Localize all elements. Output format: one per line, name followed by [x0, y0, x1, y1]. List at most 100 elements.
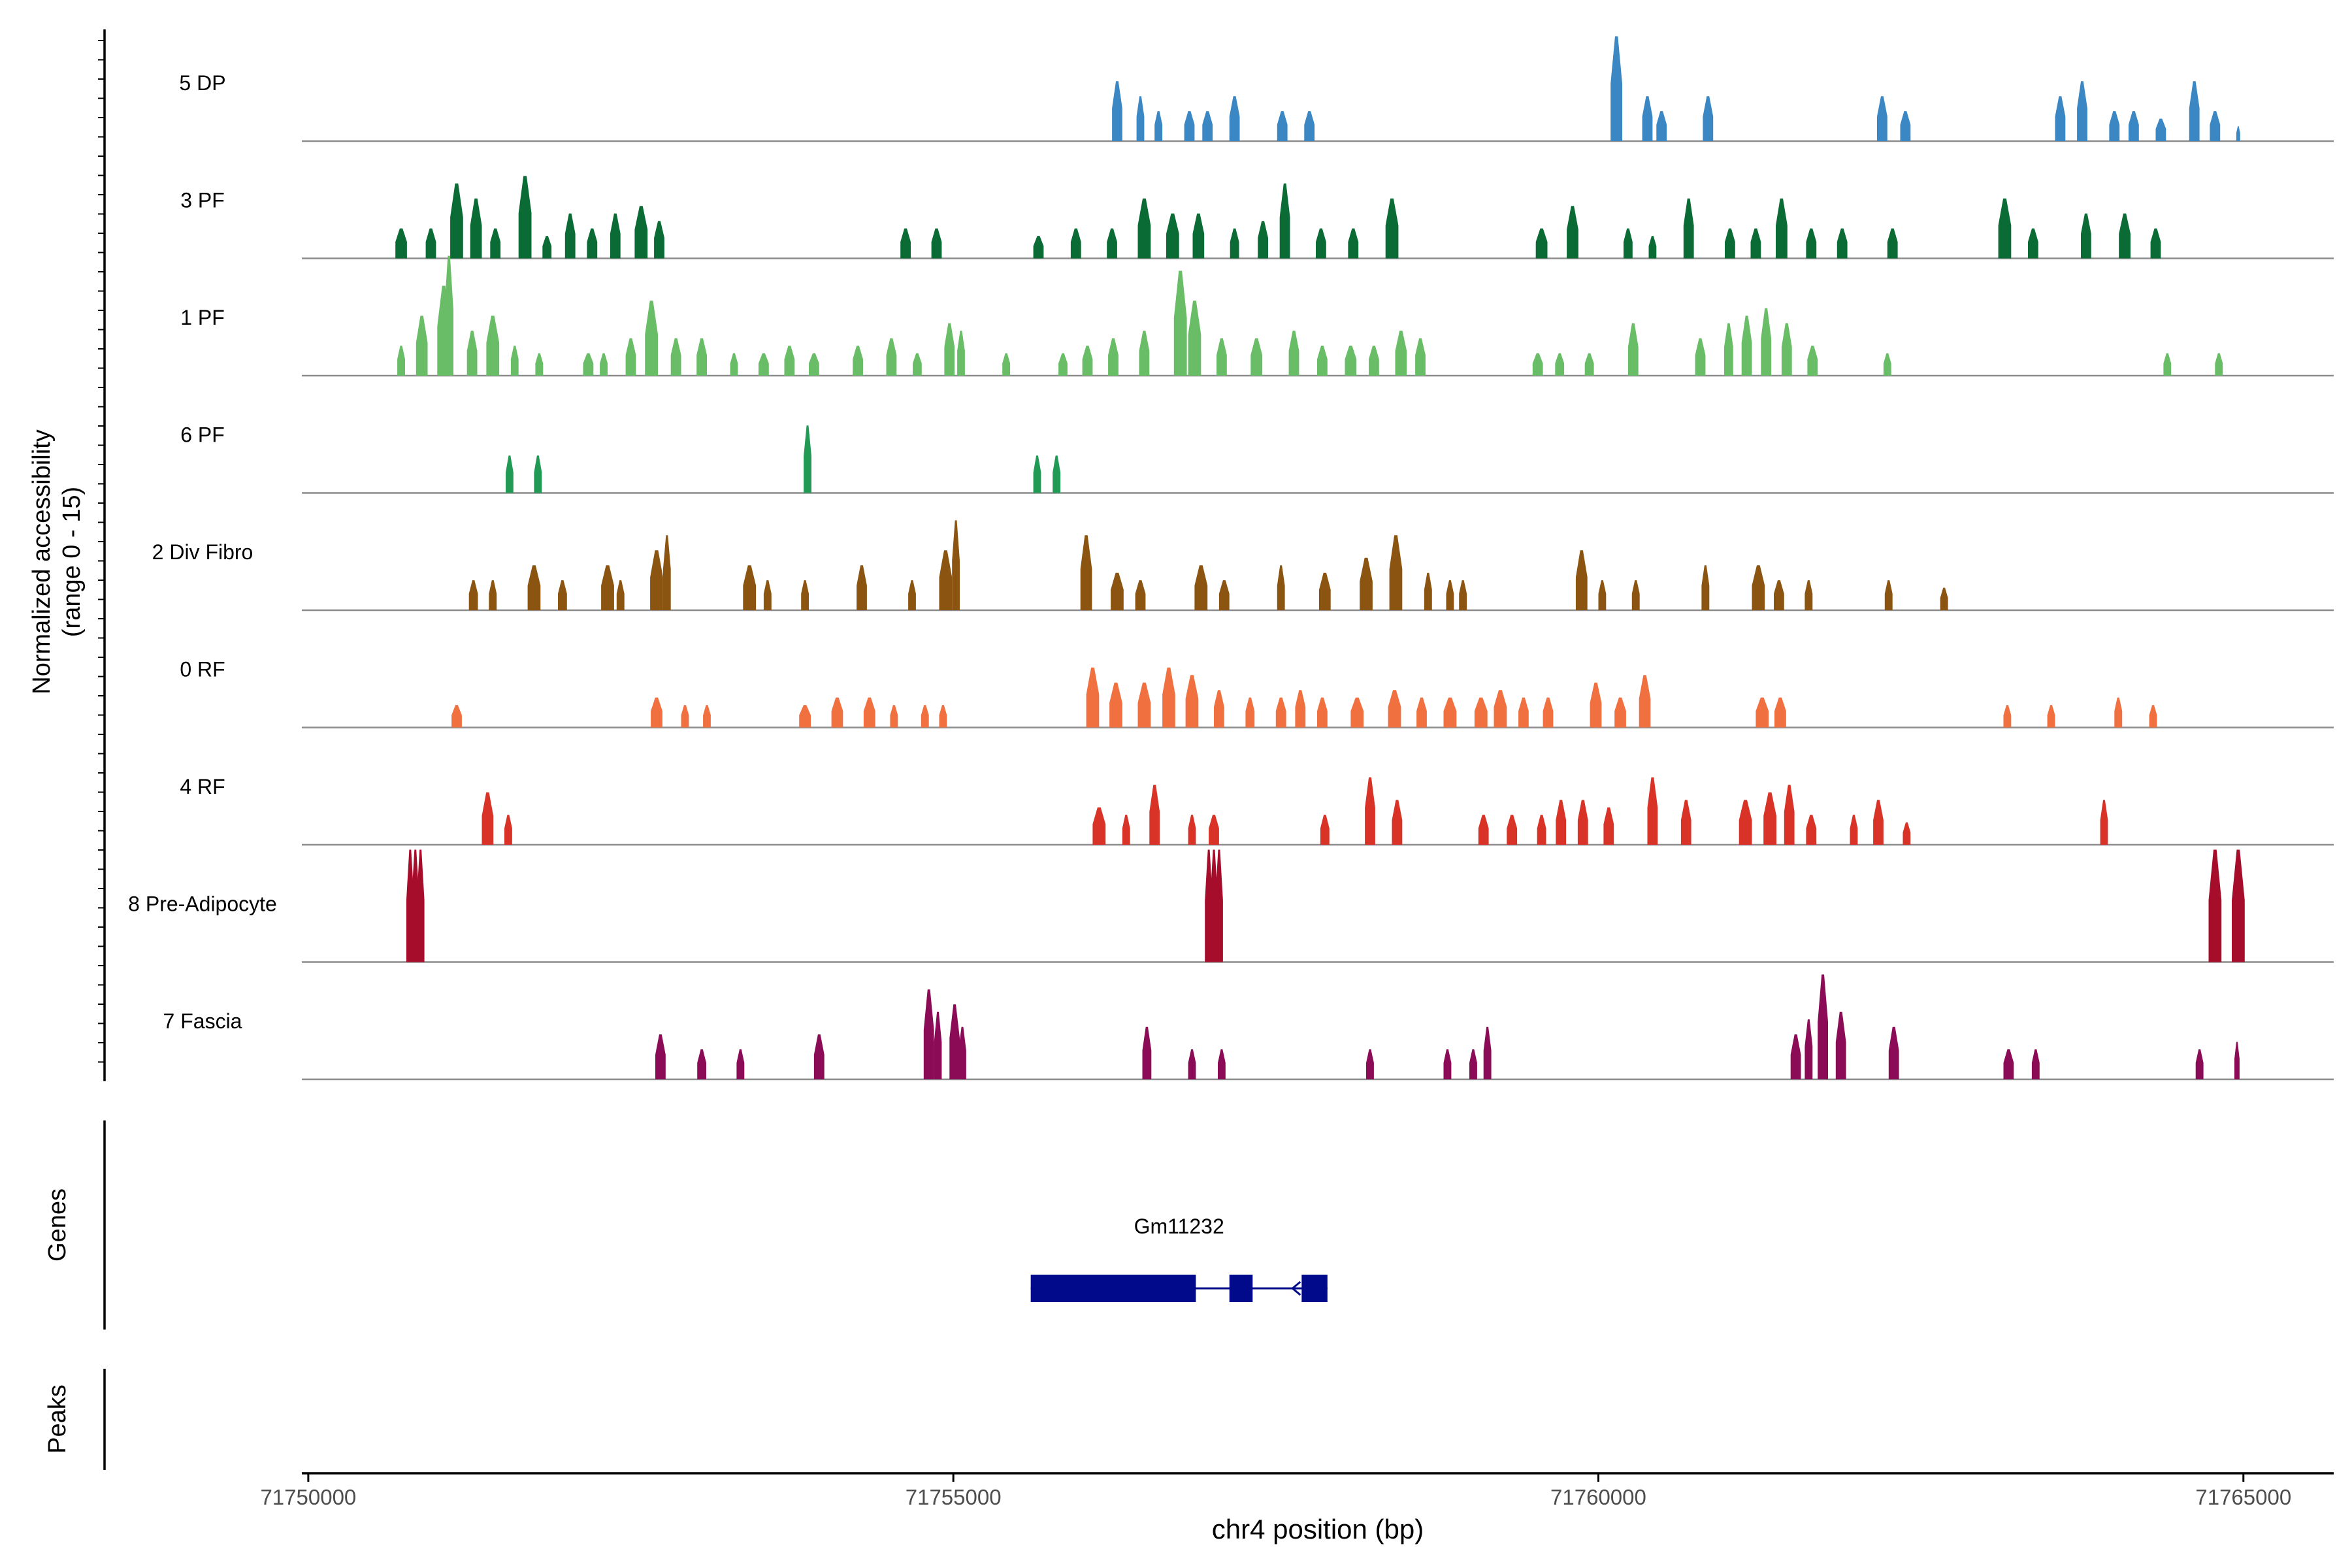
track-label: 6 PF	[180, 423, 225, 447]
coverage-peak	[1888, 1026, 1899, 1079]
coverage-peak	[1107, 228, 1117, 259]
coverage-peak	[1739, 800, 1752, 845]
coverage-peak	[1316, 228, 1326, 259]
coverage-peak	[490, 228, 501, 259]
coverage-peak	[1369, 346, 1379, 376]
coverage-peak	[2077, 81, 2087, 141]
coverage-peak	[451, 705, 462, 728]
track-5-dp: 5 DP	[179, 36, 2334, 142]
coverage-peak	[736, 1049, 745, 1079]
coverage-peak	[958, 1026, 966, 1079]
coverage-peak	[2215, 353, 2223, 376]
coverage-peak	[466, 331, 478, 376]
coverage-peak	[2100, 800, 2108, 845]
coverage-peak	[759, 353, 769, 376]
coverage-peak	[931, 228, 942, 259]
coverage-peak	[952, 520, 960, 610]
coverage-peak	[1139, 331, 1150, 376]
coverage-peak	[670, 338, 681, 376]
coverage-peak	[831, 697, 843, 728]
x-tick-label: 71765000	[2195, 1485, 2291, 1509]
coverage-peak	[1763, 792, 1776, 845]
x-tick-label: 71760000	[1550, 1485, 1646, 1509]
coverage-peak	[1135, 580, 1146, 610]
coverage-peak	[2189, 81, 2200, 141]
x-axis: 71750000 71755000 71760000 71765000 chr4 po…	[260, 1472, 2334, 1544]
coverage-peak	[1033, 455, 1041, 493]
coverage-peak	[1217, 338, 1227, 376]
coverage-peak	[1883, 353, 1891, 376]
coverage-peak	[1835, 1011, 1846, 1079]
coverage-peak	[1507, 815, 1518, 845]
coverage-peak	[908, 580, 916, 610]
coverage-peak	[1137, 682, 1151, 728]
coverage-peak	[486, 316, 500, 376]
coverage-peak	[1575, 550, 1588, 610]
peaks-panel: Peaks	[44, 1369, 106, 1470]
coverage-peak	[1277, 565, 1285, 610]
coverage-peak	[1648, 236, 1657, 259]
coverage-peak	[2003, 1049, 2014, 1079]
coverage-peak	[1230, 228, 1239, 259]
coverage-peak	[1214, 690, 1224, 728]
coverage-peak	[763, 580, 772, 610]
coverage-peak	[1603, 807, 1614, 845]
coverage-peak	[1443, 697, 1457, 728]
coverage-peak	[1850, 815, 1858, 845]
coverage-peak	[696, 338, 707, 376]
coverage-peak	[1639, 675, 1651, 728]
coverage-peak	[1154, 111, 1163, 141]
coverage-peak	[1188, 815, 1196, 845]
coverage-peak	[1598, 580, 1607, 610]
coverage-peak	[1837, 228, 1848, 259]
coverage-peak	[1304, 111, 1315, 141]
coverage-peak	[1724, 323, 1733, 376]
coverage-peak	[1873, 800, 1884, 845]
coverage-peak	[1741, 316, 1752, 376]
coverage-peak	[634, 206, 648, 259]
coverage-peak	[1184, 111, 1195, 141]
track-0-rf: 0 RF	[180, 658, 2334, 728]
coverage-peak	[1188, 1049, 1196, 1079]
coverage-peak	[1680, 800, 1691, 845]
coverage-peak	[1080, 535, 1092, 610]
track-7-fascia: 7 Fascia	[163, 974, 2334, 1081]
coverage-peak	[697, 1049, 706, 1079]
coverage-peak	[1366, 1049, 1374, 1079]
x-tick-label: 71755000	[906, 1485, 1002, 1509]
coverage-peak	[1109, 682, 1122, 728]
coverage-peak	[1392, 800, 1403, 845]
coverage-peak	[784, 346, 795, 376]
coverage-peak	[1776, 198, 1788, 259]
coverage-peak	[1275, 697, 1286, 728]
coverage-peak	[397, 346, 405, 376]
coverage-peak	[1137, 198, 1151, 259]
coverage-peak	[2028, 228, 2038, 259]
coverage-peak	[743, 565, 757, 610]
coverage-peak	[1590, 682, 1602, 728]
coverage-peak	[1058, 353, 1068, 376]
coverage-peak	[600, 353, 608, 376]
coverage-peak	[1518, 697, 1529, 728]
coverage-peak	[1082, 346, 1093, 376]
gene-name-label: Gm11232	[1134, 1215, 1224, 1238]
coverage-peak	[1469, 1049, 1477, 1079]
coverage-peak	[1218, 1049, 1226, 1079]
coverage-peak	[510, 346, 519, 376]
genes-panel: Genes Gm11232	[44, 1120, 1328, 1330]
coverage-peak	[558, 580, 567, 610]
coverage-peak	[1624, 228, 1633, 259]
coverage-peak	[2081, 213, 2091, 259]
track-label: 4 RF	[180, 775, 225, 798]
coverage-peak	[1053, 455, 1061, 493]
coverage-peak	[1535, 228, 1548, 259]
coverage-peak	[1108, 338, 1119, 376]
track-label: 3 PF	[180, 189, 225, 212]
coverage-peak	[1761, 308, 1772, 376]
coverage-peak	[444, 255, 453, 376]
coverage-peak	[1192, 213, 1205, 259]
coverage-peak	[1365, 777, 1375, 845]
coverage-peak	[1185, 675, 1199, 728]
coverage-peak	[1112, 81, 1122, 141]
